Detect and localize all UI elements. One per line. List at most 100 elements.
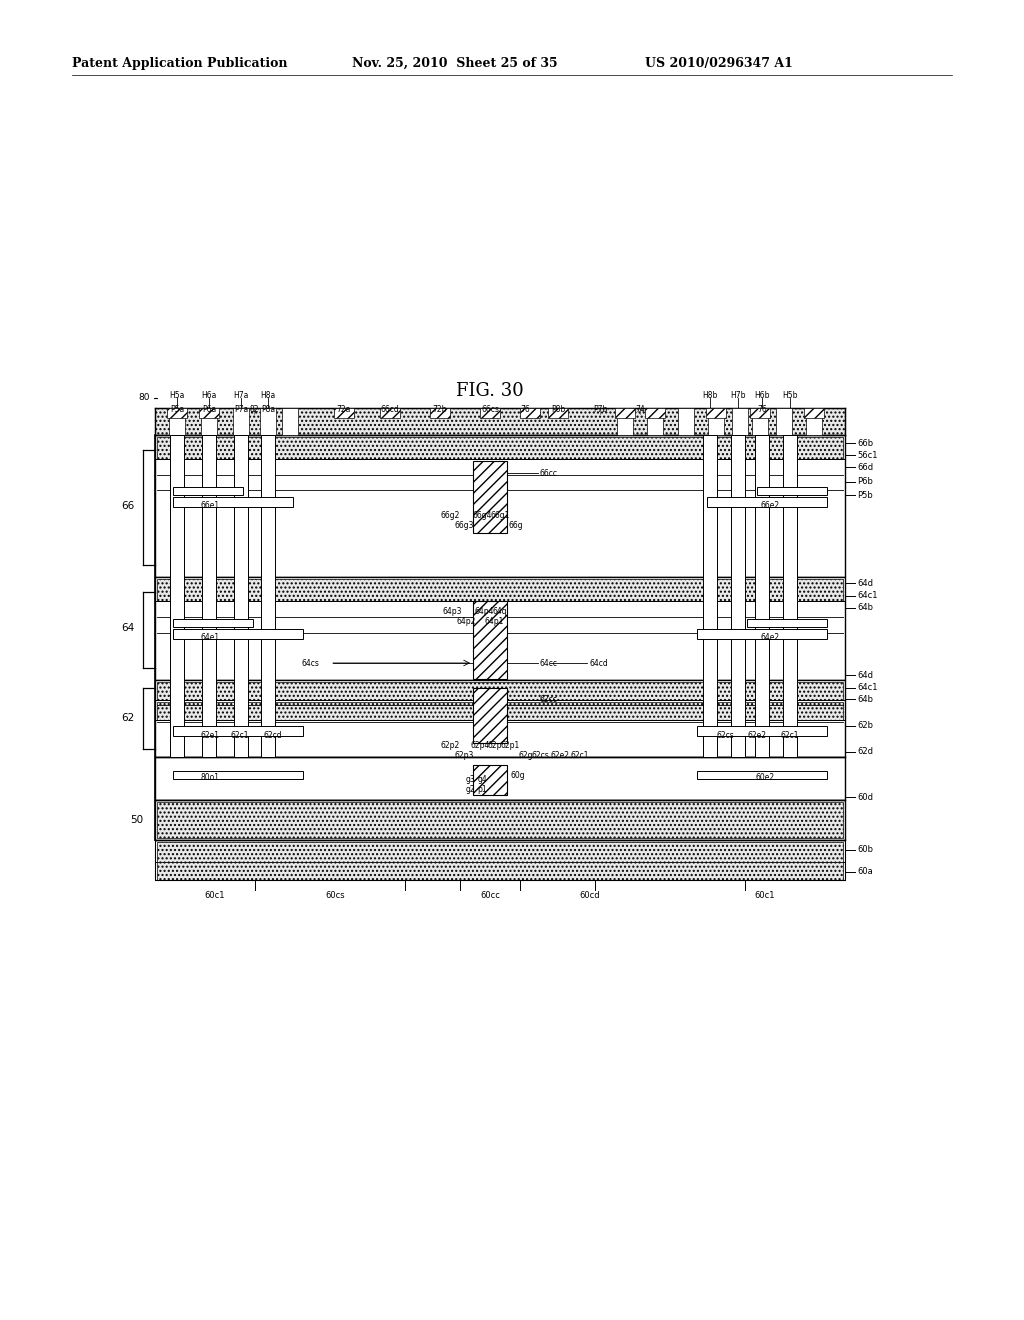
Bar (755, 436, 769, 756)
Text: 64d: 64d (857, 578, 873, 587)
Bar (157, 803, 843, 838)
Text: 50: 50 (130, 814, 143, 825)
Bar (173, 726, 303, 737)
Bar (645, 408, 665, 418)
Text: P5a: P5a (170, 405, 184, 414)
Bar (473, 766, 507, 795)
Text: 64b: 64b (857, 694, 873, 704)
Text: 66d: 66d (857, 462, 873, 471)
Text: P7b: P7b (593, 405, 607, 414)
Text: Patent Application Publication: Patent Application Publication (72, 57, 288, 70)
Bar (703, 436, 717, 756)
Bar (706, 408, 726, 418)
Text: P8a: P8a (261, 405, 275, 414)
Text: 66g1: 66g1 (490, 511, 510, 520)
Bar (473, 688, 507, 743)
Text: H8a: H8a (260, 391, 275, 400)
Text: 62cs: 62cs (716, 730, 734, 739)
Text: 62g: 62g (519, 751, 534, 760)
Text: 64cs: 64cs (301, 659, 318, 668)
Text: 64cc: 64cc (540, 659, 558, 668)
Text: 66cd: 66cd (381, 405, 399, 414)
Bar (707, 498, 827, 507)
Bar (201, 408, 217, 436)
Text: 66g: 66g (509, 520, 523, 529)
Text: 64: 64 (122, 623, 135, 634)
Text: 62p3: 62p3 (455, 751, 474, 760)
Bar (260, 408, 276, 436)
Bar (155, 800, 845, 840)
Bar (173, 630, 303, 639)
Text: FIG. 30: FIG. 30 (456, 381, 524, 400)
Bar (746, 619, 827, 627)
Text: 62c1: 62c1 (230, 730, 249, 739)
Text: p1: p1 (477, 784, 486, 793)
Text: 62p4: 62p4 (470, 742, 489, 751)
Bar (167, 408, 187, 418)
Text: 80: 80 (138, 393, 150, 403)
Text: 76: 76 (757, 405, 767, 414)
Text: 82: 82 (249, 405, 259, 414)
Text: 64q: 64q (493, 607, 507, 616)
Bar (173, 498, 293, 507)
Text: g3: g3 (465, 775, 475, 784)
Text: 72a: 72a (337, 405, 351, 414)
Bar (480, 408, 500, 418)
Bar (155, 680, 845, 756)
Text: P7a: P7a (233, 405, 248, 414)
Bar (157, 842, 843, 862)
Text: 62cs: 62cs (531, 751, 549, 760)
Text: P5b: P5b (857, 491, 872, 499)
Bar (548, 408, 568, 418)
Bar (199, 408, 219, 418)
Text: g2: g2 (465, 784, 475, 793)
Text: 64c1: 64c1 (857, 591, 878, 601)
Bar (334, 408, 354, 418)
Text: 62p: 62p (487, 742, 502, 751)
Text: 62p2: 62p2 (440, 742, 460, 751)
Text: 62cc: 62cc (540, 696, 558, 705)
Text: 64p1: 64p1 (484, 618, 504, 627)
Text: US 2010/0296347 A1: US 2010/0296347 A1 (645, 57, 793, 70)
Text: 66b: 66b (857, 438, 873, 447)
Bar (173, 619, 253, 627)
Bar (157, 682, 843, 700)
Bar (155, 408, 845, 436)
Text: 64c1: 64c1 (857, 684, 878, 693)
Bar (678, 408, 694, 436)
Text: 62e2: 62e2 (551, 751, 569, 760)
Bar (380, 408, 400, 418)
Bar (473, 601, 507, 678)
Text: 60g: 60g (511, 771, 525, 780)
Text: 62b: 62b (857, 722, 873, 730)
Text: 64p2: 64p2 (457, 618, 476, 627)
Text: 66e2: 66e2 (761, 500, 779, 510)
Text: 64p4: 64p4 (474, 607, 494, 616)
Text: 64p3: 64p3 (442, 607, 462, 616)
Bar (430, 408, 450, 418)
Bar (697, 771, 827, 779)
Text: 80o1: 80o1 (201, 772, 219, 781)
Text: 64b: 64b (857, 603, 873, 612)
Text: 62p1: 62p1 (501, 742, 519, 751)
Text: 62e2: 62e2 (748, 730, 767, 739)
Bar (617, 408, 633, 436)
Bar (708, 408, 724, 436)
Text: 60b: 60b (857, 846, 873, 854)
Text: 66: 66 (122, 502, 135, 511)
Text: 60c1: 60c1 (205, 891, 225, 899)
Text: 66cc: 66cc (540, 469, 558, 478)
Text: H6b: H6b (755, 391, 770, 400)
Bar (233, 408, 249, 436)
Text: 56c1: 56c1 (857, 450, 878, 459)
Text: P8b: P8b (551, 405, 565, 414)
Text: H8b: H8b (702, 391, 718, 400)
Text: g4: g4 (477, 775, 486, 784)
Bar (169, 408, 185, 436)
Bar (282, 408, 298, 436)
Bar (234, 436, 248, 756)
Text: 64d: 64d (857, 671, 873, 680)
Bar (155, 436, 845, 840)
Bar (776, 408, 792, 436)
Bar (806, 408, 822, 436)
